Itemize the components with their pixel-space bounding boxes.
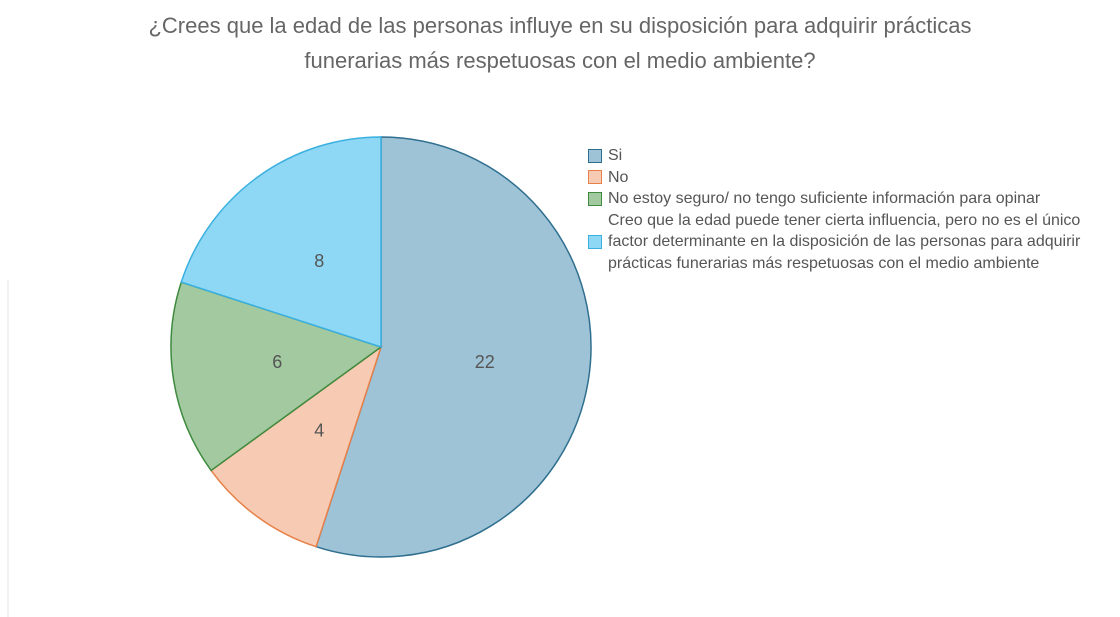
pie-slice <box>170 281 383 472</box>
legend-item: No <box>588 167 1098 189</box>
legend-swatch <box>588 170 602 185</box>
data-label: 8 <box>314 251 324 271</box>
legend: Si No No estoy seguro/ no tengo suficiente… <box>588 145 1098 274</box>
legend-label: No <box>608 168 629 186</box>
legend-swatch <box>588 191 602 206</box>
data-label: 6 <box>272 352 282 372</box>
legend-label: Creo que la edad puede tener cierta infl… <box>608 211 1081 272</box>
legend-item: Creo que la edad puede tener cierta infl… <box>588 210 1098 275</box>
pie-slice <box>210 345 383 548</box>
pie-slice <box>315 136 592 558</box>
chart-title: ¿Crees que la edad de las personas influ… <box>148 13 972 73</box>
legend-swatch <box>588 234 602 249</box>
data-label: 22 <box>475 352 495 372</box>
legend-swatch <box>588 148 602 163</box>
legend-item: No estoy seguro/ no tengo suficiente inf… <box>588 188 1098 210</box>
legend-label: No estoy seguro/ no tengo suficiente inf… <box>608 190 1041 207</box>
legend-item: Si <box>588 145 1098 167</box>
legend-label: Si <box>608 147 623 164</box>
pie-slice <box>180 136 382 349</box>
data-label: 4 <box>314 421 324 441</box>
